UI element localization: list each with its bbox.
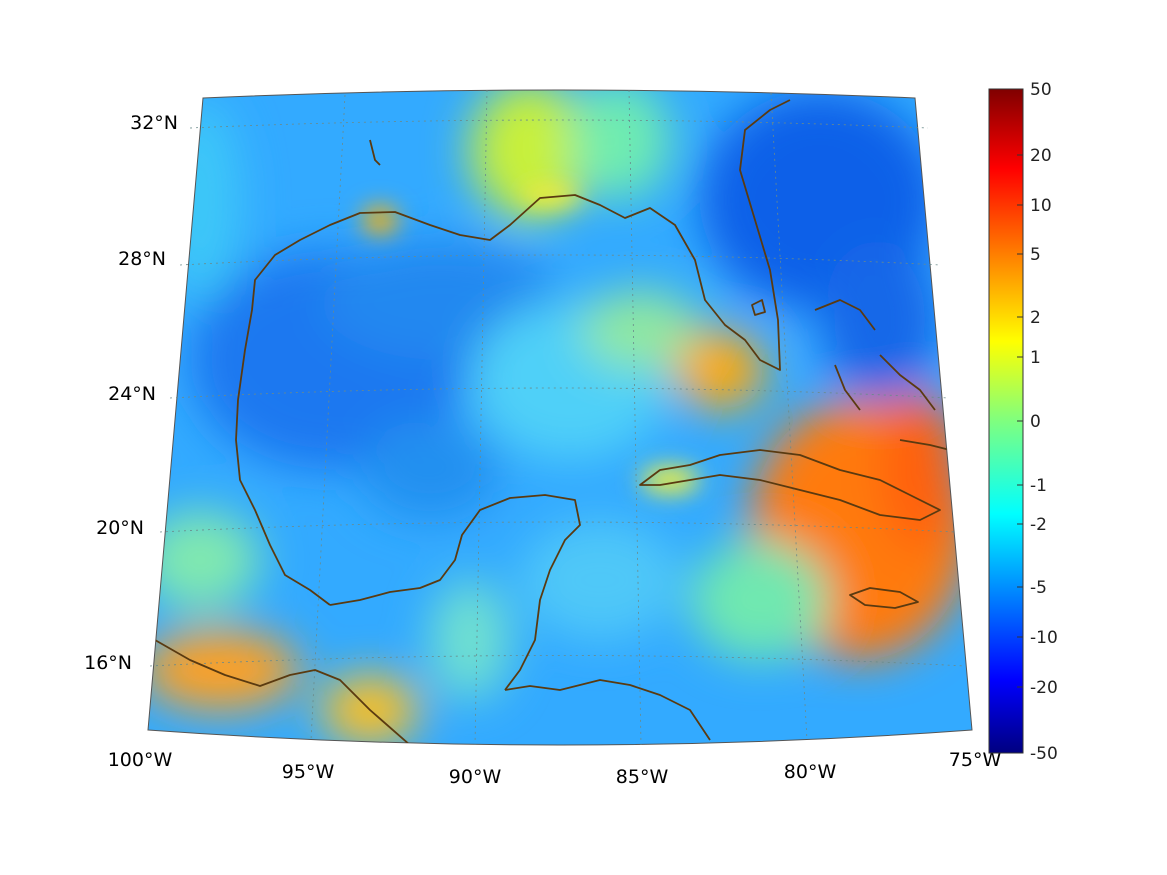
colorbar-tick-label: 1 <box>1030 348 1041 368</box>
colorbar-tick-label: 5 <box>1030 245 1041 265</box>
colorbar-tick-label: 2 <box>1030 308 1041 328</box>
central-america-coastline <box>504 679 711 741</box>
jamaica-outline <box>849 587 919 609</box>
lon-tick-label: 85°W <box>616 766 669 788</box>
colorbar-tick-label: 50 <box>1030 80 1052 100</box>
lon-tick-labels: 100°W 95°W 90°W 85°W 80°W 75°W <box>108 749 1002 788</box>
lon-tick-label: 100°W <box>108 749 173 771</box>
colorbar-tick-label: 10 <box>1030 196 1052 216</box>
colorbar-tick-label: -1 <box>1030 476 1047 496</box>
colorbar-tick-label: -5 <box>1030 578 1047 598</box>
lat-tick-label: 32°N <box>130 112 178 134</box>
lat-tick-label: 20°N <box>96 517 144 539</box>
graticule-grid <box>149 89 966 746</box>
data-field <box>148 90 972 745</box>
gulf-coastline <box>235 99 791 606</box>
colorbar-tick-label: 20 <box>1030 146 1052 166</box>
map-frame <box>147 89 973 746</box>
colorbar-tick-label: -2 <box>1030 515 1047 535</box>
lon-tick-label: 75°W <box>949 749 1002 771</box>
colorbar-tick-label: -10 <box>1030 628 1058 648</box>
lon-tick-label: 95°W <box>282 761 335 783</box>
yucatan-coastline <box>329 494 581 691</box>
hispaniola-outline <box>899 439 951 451</box>
colorbar-tick-label: 0 <box>1030 412 1041 432</box>
lon-tick-label: 80°W <box>784 761 837 783</box>
lat-tick-label: 28°N <box>118 248 166 270</box>
cuba-outline <box>639 449 941 521</box>
lat-tick-label: 16°N <box>84 652 132 674</box>
colorbar-tick-label: -50 <box>1030 744 1058 764</box>
pacific-coastline <box>154 639 411 745</box>
bahamas-outline <box>814 299 936 411</box>
lon-tick-label: 90°W <box>449 766 502 788</box>
lat-tick-labels: 32°N 28°N 24°N 20°N 16°N <box>84 112 178 674</box>
colorbar-tick-label: -20 <box>1030 678 1058 698</box>
coastline-layer <box>154 99 951 745</box>
lat-tick-label: 24°N <box>108 383 156 405</box>
